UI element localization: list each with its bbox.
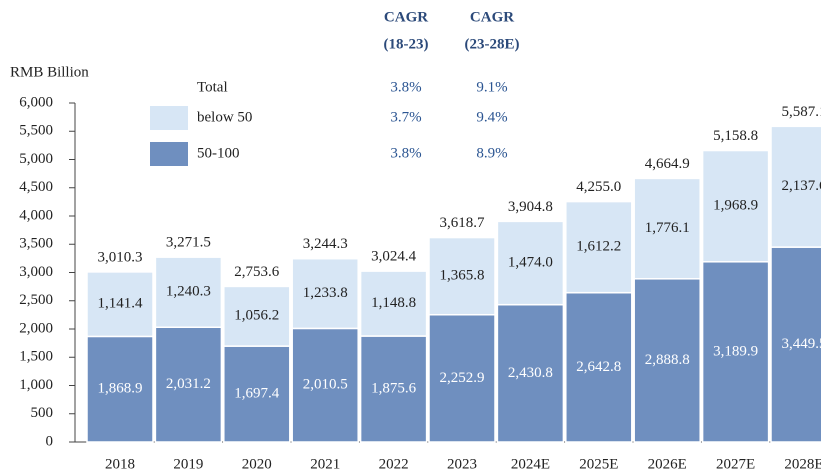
bar-value-label: 1,776.1 (645, 220, 690, 236)
bar-segment (565, 200, 633, 294)
bar-value-label: 1,697.4 (234, 385, 280, 401)
legend-swatch (150, 106, 188, 130)
bar-value-label: 1,968.9 (713, 198, 758, 214)
bar-value-label: 3,449.5 (782, 336, 821, 352)
legend-swatch (150, 142, 188, 166)
bar-value-label: 1,056.2 (234, 308, 279, 324)
y-tick-label: 500 (31, 405, 54, 421)
cagr-value: 9.4% (476, 109, 507, 125)
y-tick-label: 2,000 (19, 320, 53, 336)
bar-segment (565, 291, 633, 443)
bar-segment (428, 313, 496, 443)
total-label: 2,753.6 (234, 264, 280, 280)
bar-segment (359, 270, 428, 337)
legend-label: Total (197, 79, 228, 95)
total-label: 3,618.7 (440, 215, 486, 231)
bar-value-label: 2,031.2 (166, 376, 211, 392)
bar-value-label: 1,875.6 (371, 380, 417, 396)
bar-segment (701, 261, 770, 443)
bar-segment (86, 271, 154, 338)
cagr-header: (18-23) (384, 36, 429, 52)
bar-segment (223, 345, 291, 443)
y-tick-label: 1,000 (19, 377, 53, 393)
cagr-value: 3.8% (390, 145, 421, 161)
bar-segment (154, 256, 223, 328)
y-tick-label: 5,500 (19, 123, 53, 139)
bar-segment (223, 285, 291, 347)
y-tick-label: 5,000 (19, 151, 53, 167)
bar-value-label: 1,365.8 (440, 268, 485, 284)
bar-value-label: 2,010.5 (303, 377, 348, 393)
bar-value-label: 2,888.8 (645, 352, 690, 368)
bar-segment (291, 257, 359, 330)
total-label: 3,271.5 (166, 235, 211, 251)
total-label: 4,255.0 (576, 179, 621, 195)
bar-segment (770, 125, 821, 248)
bar-segment (770, 246, 821, 443)
y-tick-label: 4,500 (19, 179, 53, 195)
bar-value-label: 2,252.9 (440, 370, 485, 386)
bar-segment (154, 326, 223, 443)
cagr-value: 3.7% (390, 109, 421, 125)
bar-segment (359, 335, 428, 443)
bar-value-label: 1,233.8 (303, 285, 348, 301)
bar-value-label: 1,148.8 (371, 295, 416, 311)
y-tick-label: 0 (46, 433, 54, 449)
bar-segment (701, 149, 770, 263)
x-tick-label: 2019 (173, 456, 203, 472)
x-tick-label: 2028E (784, 456, 821, 472)
y-tick-label: 3,500 (19, 236, 53, 252)
x-tick-label: 2025E (579, 456, 618, 472)
x-tick-label: 2024E (511, 456, 550, 472)
bar-segment (633, 278, 701, 443)
bar-segment (496, 303, 565, 443)
total-label: 5,587.1 (782, 104, 821, 120)
x-tick-label: 2027E (716, 456, 755, 472)
total-label: 3,244.3 (303, 236, 348, 252)
cagr-header: CAGR (470, 9, 514, 25)
bar-segment (428, 236, 496, 316)
x-tick-label: 2020 (242, 456, 272, 472)
bar-value-label: 3,189.9 (713, 343, 758, 359)
cagr-header: (23-28E) (465, 36, 520, 52)
legend-label: below 50 (197, 109, 252, 125)
total-label: 3,024.4 (371, 249, 417, 265)
bar-value-label: 1,868.9 (98, 381, 143, 397)
y-tick-label: 1,500 (19, 349, 53, 365)
y-tick-label: 6,000 (19, 94, 53, 110)
total-label: 3,904.8 (508, 199, 553, 215)
bar-segment (633, 177, 701, 280)
cagr-header: CAGR (384, 9, 428, 25)
bar-value-label: 1,474.0 (508, 254, 553, 270)
x-tick-label: 2021 (310, 456, 340, 472)
total-label: 5,158.8 (713, 128, 758, 144)
bar-value-label: 1,141.4 (98, 296, 144, 312)
x-tick-label: 2018 (105, 456, 135, 472)
bar-segment (496, 220, 565, 306)
y-tick-label: 2,500 (19, 292, 53, 308)
total-label: 4,664.9 (645, 156, 690, 172)
bar-segment (86, 335, 154, 443)
total-label: 3,010.3 (98, 249, 143, 265)
bar-value-label: 2,642.8 (576, 359, 621, 375)
bar-value-label: 1,240.3 (166, 284, 211, 300)
x-tick-label: 2026E (648, 456, 687, 472)
y-axis-label: RMB Billion (10, 64, 89, 80)
cagr-value: 8.9% (476, 145, 507, 161)
bar-value-label: 2,430.8 (508, 365, 553, 381)
cagr-value: 3.8% (390, 79, 421, 95)
legend-label: 50-100 (197, 145, 240, 161)
x-tick-label: 2022 (379, 456, 409, 472)
bar-value-label: 2,137.6 (782, 178, 821, 194)
cagr-value: 9.1% (476, 79, 507, 95)
y-tick-label: 3,000 (19, 264, 53, 280)
y-tick-label: 4,000 (19, 207, 53, 223)
bar-value-label: 1,612.2 (576, 239, 621, 255)
x-tick-label: 2023 (447, 456, 477, 472)
